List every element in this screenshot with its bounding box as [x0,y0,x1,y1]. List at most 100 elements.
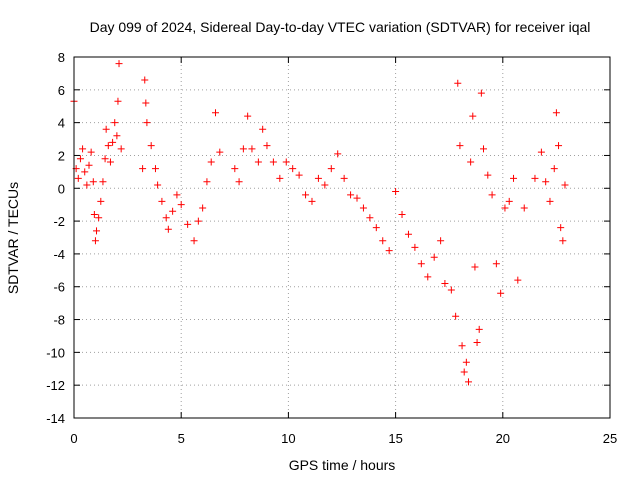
data-point [162,214,170,222]
data-point [143,119,151,127]
data-point [411,243,419,251]
data-point [91,237,99,245]
data-point [469,112,477,120]
data-point [488,191,496,199]
data-point [74,174,82,182]
data-point [430,253,438,261]
y-tick-label: 0 [58,181,65,196]
y-tick-label: 6 [58,83,65,98]
data-point [510,174,518,182]
data-point [347,191,355,199]
data-point [99,178,107,186]
y-tick-label: 2 [58,148,65,163]
data-point [248,145,256,153]
data-point [497,289,505,297]
data-point [109,138,117,146]
data-point [117,145,125,153]
data-point [87,148,95,156]
data-point [235,178,243,186]
data-point [484,171,492,179]
y-tick-label: -8 [53,313,65,328]
data-point [177,201,185,209]
data-point [79,145,87,153]
x-tick-label: 0 [70,431,77,446]
x-tick-label: 10 [281,431,295,446]
data-point [263,142,271,150]
data-point [282,158,290,166]
x-axis-label: GPS time / hours [289,457,396,473]
data-point [254,158,262,166]
data-point [93,227,101,235]
data-point [212,109,220,117]
data-point [321,181,329,189]
data-point [81,168,89,176]
y-tick-label: -14 [46,411,65,426]
data-point [190,237,198,245]
y-axis-label: SDTVAR / TECUs [5,182,21,294]
gridlines [74,57,610,418]
data-point [559,237,567,245]
data-point [458,342,466,350]
data-point [561,181,569,189]
data-point [492,260,500,268]
data-point [514,276,522,284]
data-point [542,178,550,186]
data-point [259,125,267,133]
data-point [353,194,361,202]
data-point [462,358,470,366]
data-point [164,225,172,233]
x-tick-label: 15 [388,431,402,446]
data-point [158,197,166,205]
y-tick-label: 4 [58,116,65,131]
data-point [424,273,432,281]
data-point [308,197,316,205]
data-point [151,165,159,173]
data-point [501,204,509,212]
data-point [203,178,211,186]
data-point [244,112,252,120]
y-tick-label: -12 [46,378,65,393]
data-point [480,145,488,153]
data-point [89,178,97,186]
x-tick-label: 25 [603,431,617,446]
data-point [334,150,342,158]
data-point [114,97,122,105]
data-point [437,237,445,245]
data-point [83,181,91,189]
data-point [379,237,387,245]
data-point [314,174,322,182]
x-axis-ticks: 0 5 10 15 20 25 [70,57,617,446]
y-axis-ticks: -14 -12 -10 -8 -6 -4 -2 0 2 4 6 8 [46,50,610,426]
y-tick-label: -6 [53,280,65,295]
data-point [95,214,103,222]
data-point [505,197,513,205]
data-point [302,191,310,199]
data-point [184,220,192,228]
data-point [477,89,485,97]
data-point [154,181,162,189]
data-point [113,132,121,140]
data-point [398,211,406,219]
data-point [552,109,560,117]
data-point [111,119,119,127]
data-point [460,368,468,376]
data-point [199,204,207,212]
data-point [546,197,554,205]
data-point [101,155,109,163]
data-point [216,148,224,156]
data-point [454,79,462,87]
x-tick-label: 20 [496,431,510,446]
data-point [239,145,247,153]
data-point [531,174,539,182]
data-point [441,279,449,287]
data-point [555,142,563,150]
data-point [289,165,297,173]
data-point [327,165,335,173]
data-point [471,263,479,271]
data-point [392,188,400,196]
data-point [447,286,455,294]
data-point [359,204,367,212]
data-point [90,211,98,219]
data-point [76,155,84,163]
